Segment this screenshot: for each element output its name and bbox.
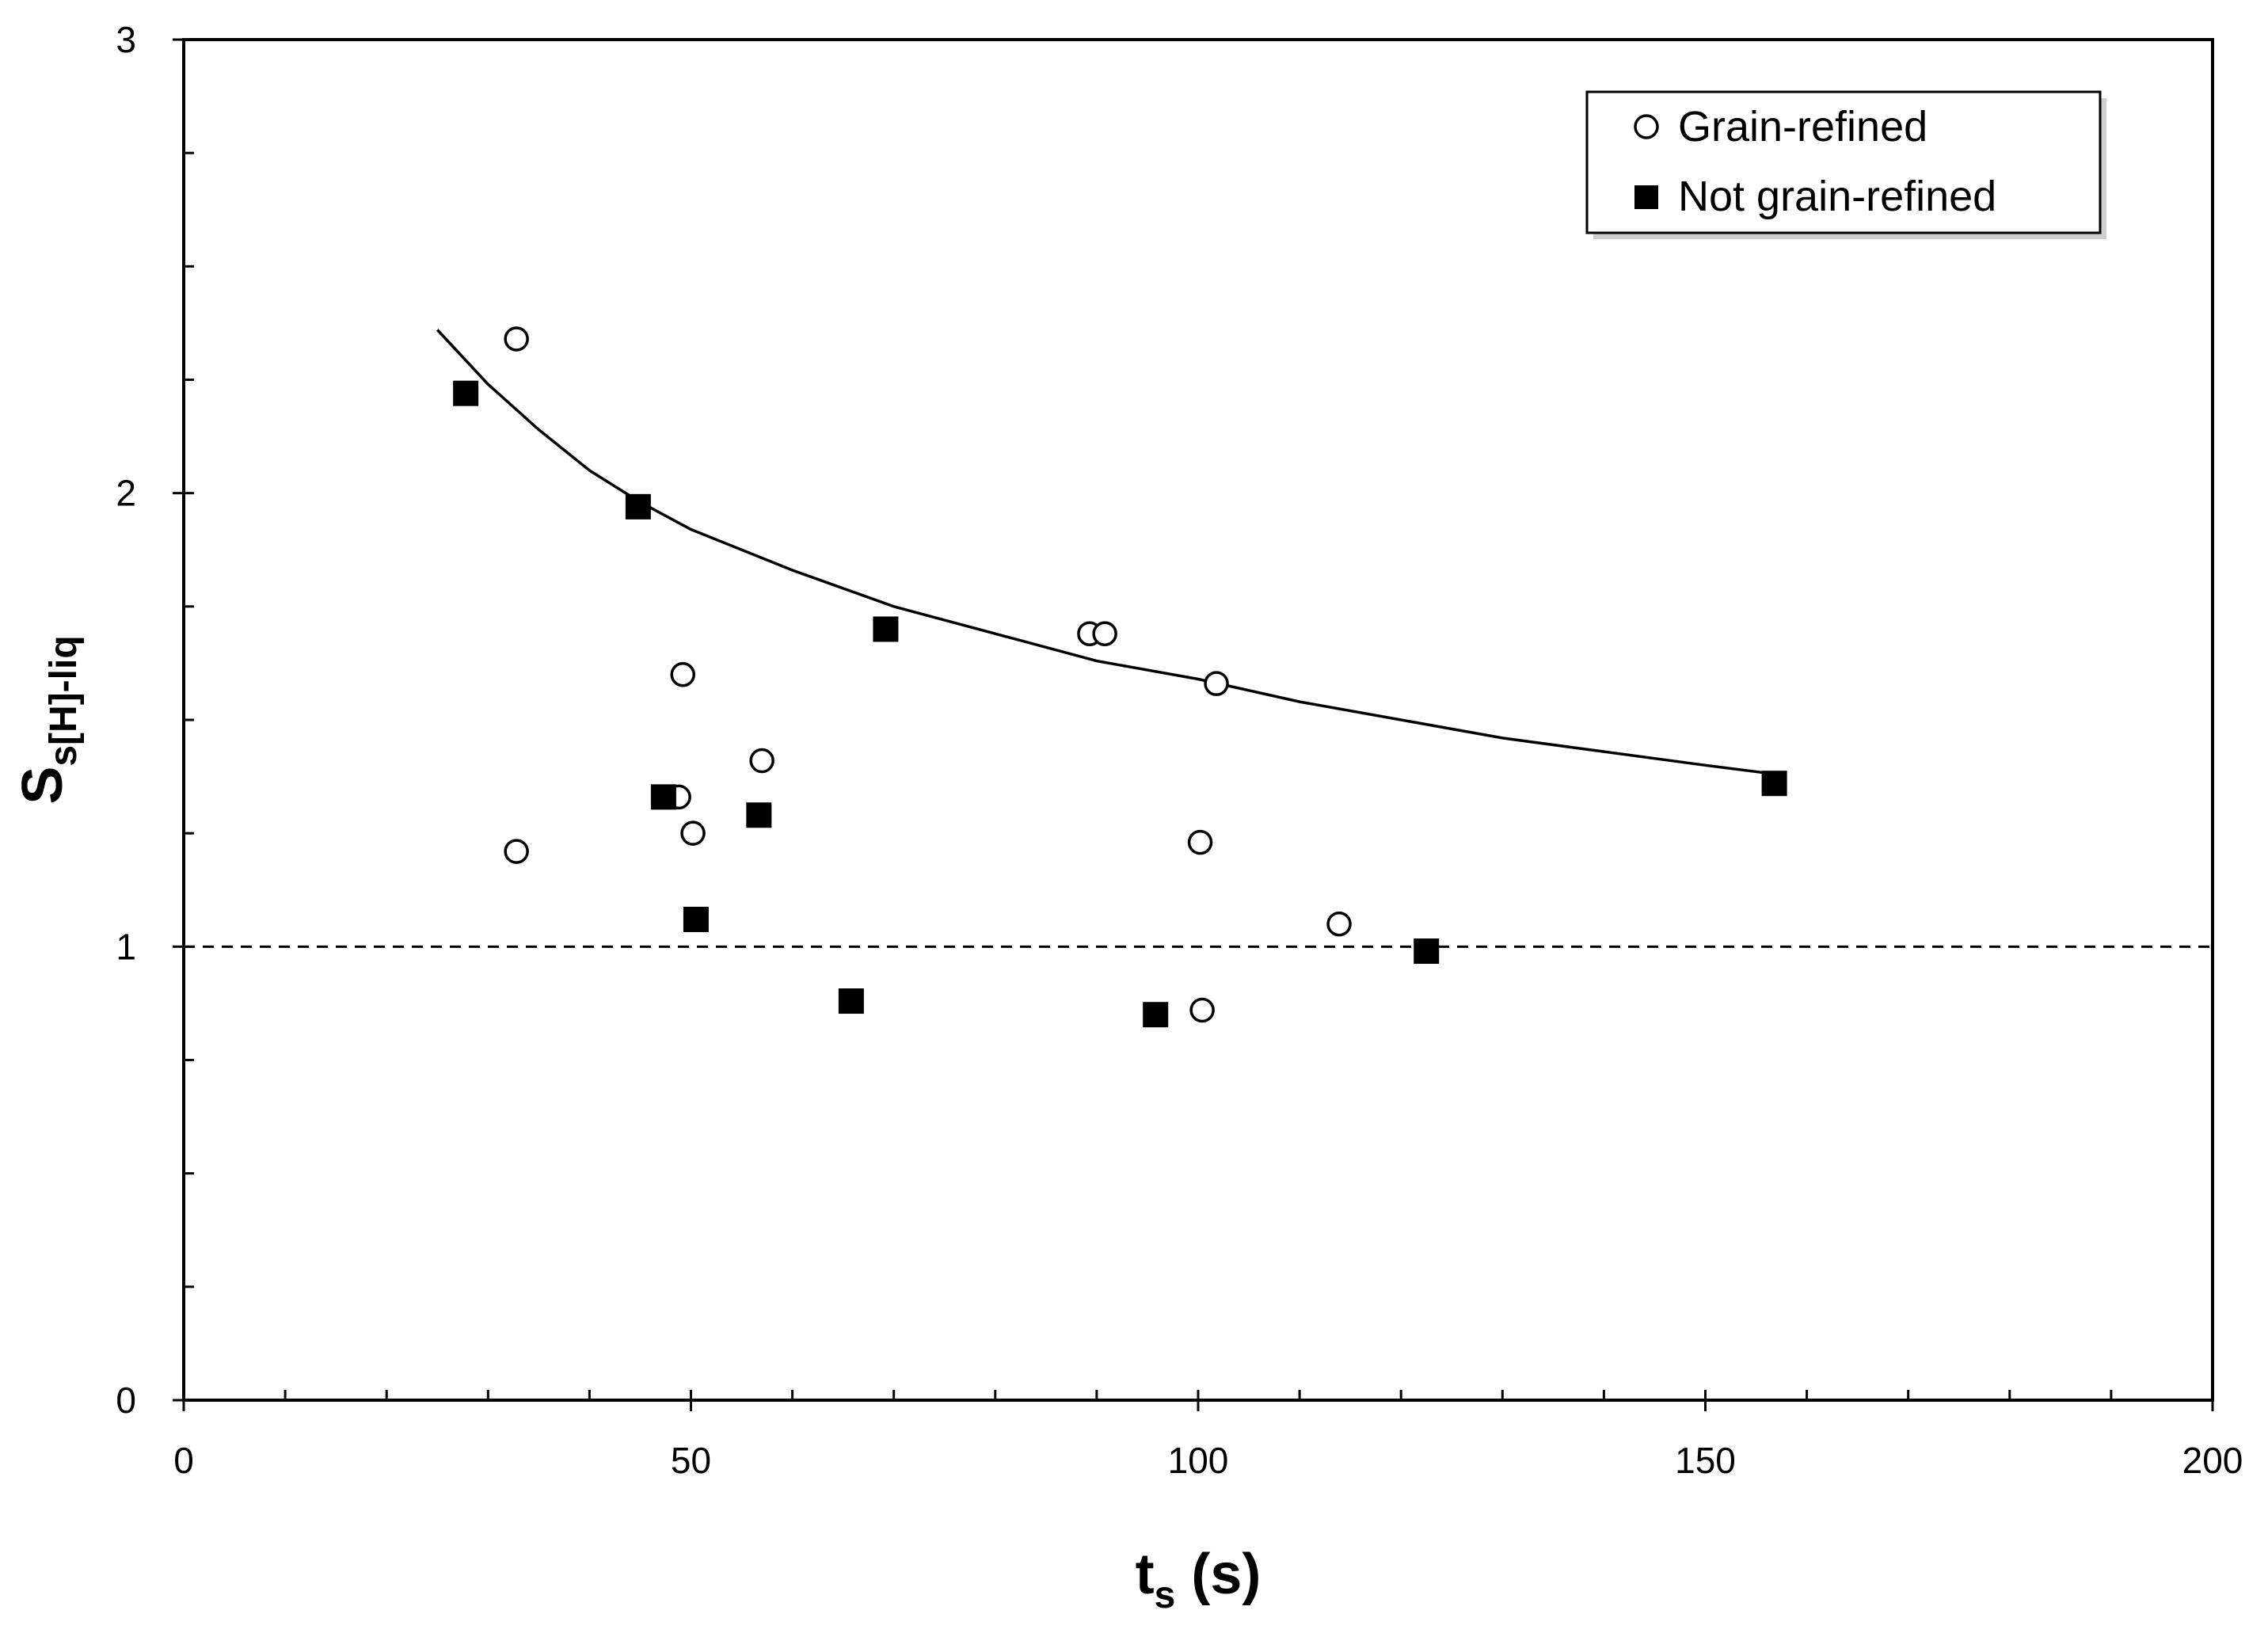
grain-refined-point <box>1187 829 1213 855</box>
x-tick-label: 200 <box>2182 1440 2243 1481</box>
minor-ticks <box>173 38 2214 1411</box>
fit-curve <box>436 329 1777 776</box>
grain-refined-point <box>670 661 696 687</box>
x-axis-title-main: t <box>1136 1543 1155 1606</box>
not-grain-refined-point <box>453 380 479 406</box>
not-grain-refined-point <box>1143 1002 1169 1028</box>
not-grain-refined-point <box>1761 771 1787 797</box>
x-axis-title-unit: (s) <box>1175 1543 1261 1606</box>
data-markers <box>453 326 1787 1028</box>
not-grain-refined-point <box>683 906 709 932</box>
y-tick-label: 2 <box>116 473 136 514</box>
x-tick-labels: 0 50 100 150 200 <box>173 1440 2243 1481</box>
y-tick-label: 3 <box>116 19 136 60</box>
y-tick-label: 1 <box>116 926 136 967</box>
legend-label-grain-refined: Grain-refined <box>1678 103 1927 150</box>
grain-refined-point <box>1189 997 1215 1023</box>
legend-box <box>1585 90 2102 234</box>
y-tick-labels: 0 1 2 3 <box>116 19 136 1421</box>
grain-refined-point <box>1204 671 1229 696</box>
plot-area <box>182 38 2214 1402</box>
y-tick-label: 0 <box>116 1380 136 1421</box>
grain-refined-point <box>749 748 774 774</box>
x-tick-label: 50 <box>671 1440 711 1481</box>
x-tick-label: 0 <box>173 1440 194 1481</box>
legend-filled-square-icon <box>1634 185 1658 209</box>
grain-refined-point <box>1092 621 1117 646</box>
x-axis-title-sub: s <box>1155 1574 1176 1616</box>
grain-refined-point <box>680 820 706 846</box>
y-axis-title-sub: s[H]-liq <box>43 635 85 766</box>
not-grain-refined-point <box>873 616 899 642</box>
legend-label-not-grain-refined: Not grain-refined <box>1678 173 1996 220</box>
not-grain-refined-point <box>625 493 651 520</box>
legend: Grain-refined Not grain-refined <box>1585 90 2106 239</box>
y-axis-title-main: S <box>11 767 74 805</box>
grain-refined-point <box>504 839 529 864</box>
grain-refined-point <box>1326 911 1352 937</box>
grain-refined-point <box>504 326 529 352</box>
y-axis-title: Ss[H]-liq <box>11 635 85 804</box>
x-tick-label: 100 <box>1168 1440 1229 1481</box>
legend-open-circle-icon <box>1634 114 1659 139</box>
not-grain-refined-point <box>1414 938 1440 965</box>
x-axis-title: ts (s) <box>1136 1543 1261 1616</box>
not-grain-refined-point <box>746 802 772 828</box>
not-grain-refined-point <box>838 988 864 1014</box>
not-grain-refined-point <box>650 784 676 810</box>
x-tick-label: 150 <box>1675 1440 1736 1481</box>
